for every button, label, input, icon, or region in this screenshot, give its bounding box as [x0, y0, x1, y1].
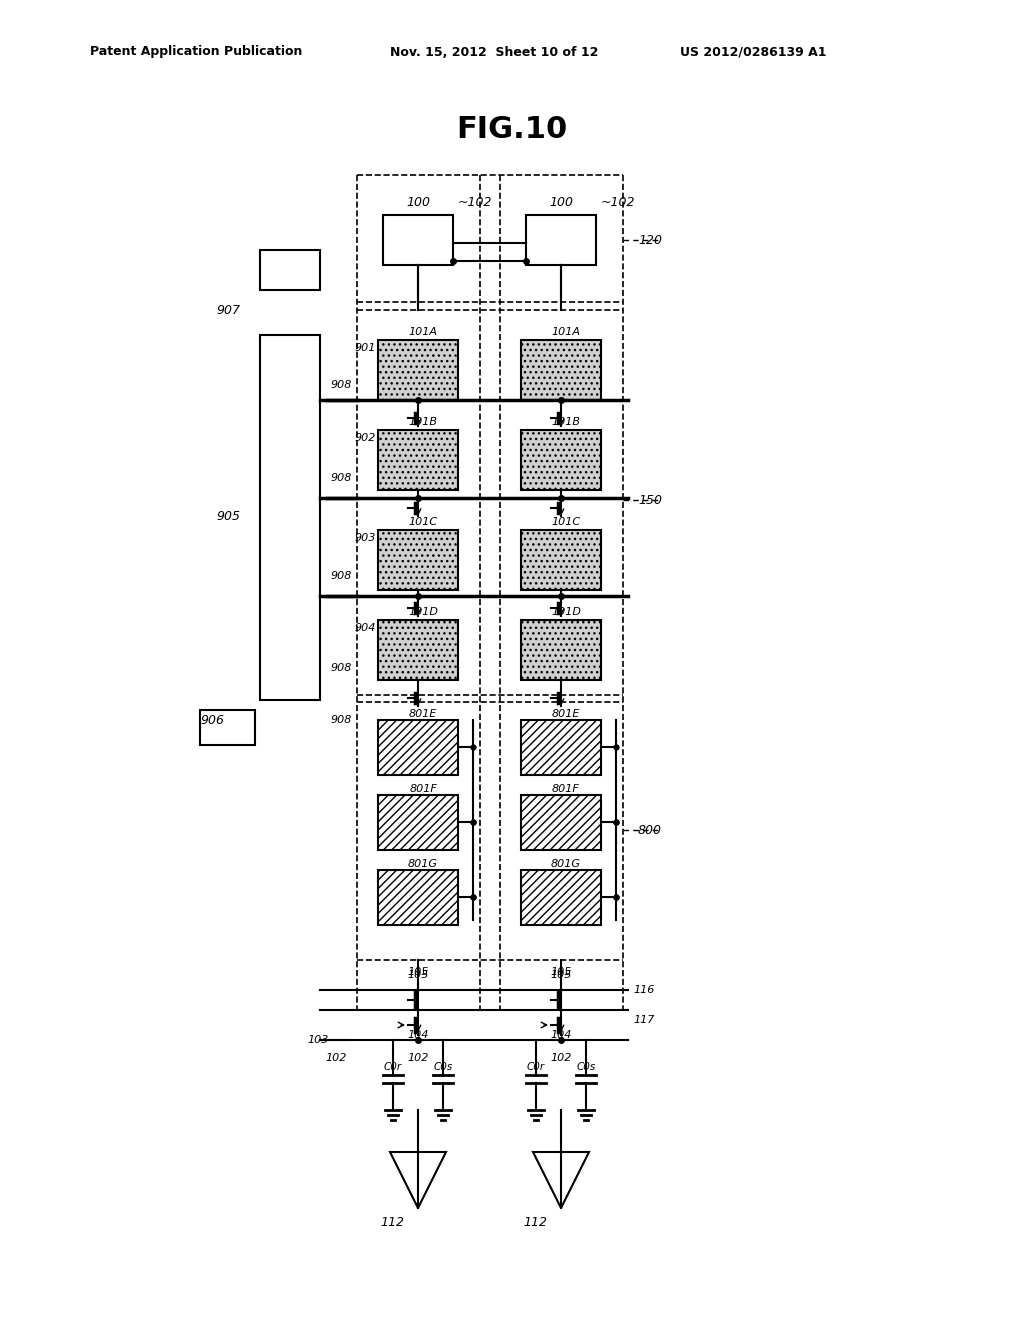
Text: 902: 902 — [354, 433, 376, 444]
Text: 101C: 101C — [409, 517, 437, 527]
Text: 801E: 801E — [552, 709, 581, 719]
Text: 101C: 101C — [552, 517, 581, 527]
Text: 906: 906 — [200, 714, 224, 726]
Bar — [260, 249, 319, 290]
Text: 112: 112 — [523, 1217, 547, 1229]
Text: 117: 117 — [633, 1015, 654, 1026]
Text: Nov. 15, 2012  Sheet 10 of 12: Nov. 15, 2012 Sheet 10 of 12 — [390, 45, 598, 58]
Bar — [378, 719, 458, 775]
Bar — [200, 710, 255, 744]
Text: 105: 105 — [550, 970, 571, 979]
Text: 801F: 801F — [552, 784, 580, 795]
Text: 102: 102 — [550, 1053, 571, 1063]
Text: 104: 104 — [550, 1030, 571, 1040]
Text: 112: 112 — [380, 1217, 404, 1229]
Text: 908: 908 — [331, 380, 352, 389]
Text: 103: 103 — [307, 1035, 329, 1045]
Text: US 2012/0286139 A1: US 2012/0286139 A1 — [680, 45, 826, 58]
Text: 100: 100 — [549, 197, 573, 210]
Bar — [378, 620, 458, 680]
Text: 105: 105 — [408, 970, 429, 979]
Text: 101B: 101B — [552, 417, 581, 426]
Text: C0r: C0r — [527, 1063, 545, 1072]
Text: Patent Application Publication: Patent Application Publication — [90, 45, 302, 58]
Text: 903: 903 — [354, 533, 376, 543]
Text: 908: 908 — [331, 572, 352, 581]
Bar — [378, 870, 458, 925]
Text: 150: 150 — [638, 494, 662, 507]
Bar — [521, 870, 601, 925]
Bar — [521, 719, 601, 775]
Text: 104: 104 — [408, 1030, 429, 1040]
Bar — [378, 430, 458, 490]
Bar — [521, 795, 601, 850]
Bar — [378, 341, 458, 400]
Text: C0r: C0r — [384, 1063, 402, 1072]
Bar — [521, 430, 601, 490]
Text: 101A: 101A — [409, 327, 437, 337]
Text: C0s: C0s — [577, 1063, 596, 1072]
Text: 100: 100 — [406, 197, 430, 210]
Text: 908: 908 — [331, 715, 352, 725]
Text: 102: 102 — [326, 1053, 347, 1063]
Text: 116: 116 — [633, 985, 654, 995]
Text: 800: 800 — [638, 824, 662, 837]
Text: 801G: 801G — [551, 859, 581, 869]
Text: 901: 901 — [354, 343, 376, 352]
Text: FIG.10: FIG.10 — [457, 116, 567, 144]
Text: 105: 105 — [408, 968, 429, 977]
Bar — [378, 795, 458, 850]
Text: 908: 908 — [331, 473, 352, 483]
Bar — [260, 335, 319, 700]
Text: 101A: 101A — [552, 327, 581, 337]
Text: 801E: 801E — [409, 709, 437, 719]
Text: ~102: ~102 — [601, 197, 636, 210]
Text: 120: 120 — [638, 234, 662, 247]
Bar — [521, 341, 601, 400]
Text: 102: 102 — [408, 1053, 429, 1063]
Text: 101B: 101B — [409, 417, 437, 426]
Bar — [526, 215, 596, 265]
Bar — [378, 531, 458, 590]
Text: 907: 907 — [216, 304, 240, 317]
Text: C0s: C0s — [433, 1063, 453, 1072]
Text: 101D: 101D — [551, 607, 581, 616]
Text: 801F: 801F — [410, 784, 437, 795]
Text: 905: 905 — [216, 511, 240, 524]
Text: 101D: 101D — [408, 607, 438, 616]
Text: 908: 908 — [331, 663, 352, 673]
Bar — [383, 215, 453, 265]
Text: 105: 105 — [550, 968, 571, 977]
Text: 904: 904 — [354, 623, 376, 634]
Text: 801G: 801G — [408, 859, 438, 869]
Bar — [521, 531, 601, 590]
Text: ~102: ~102 — [458, 197, 493, 210]
Bar — [521, 620, 601, 680]
